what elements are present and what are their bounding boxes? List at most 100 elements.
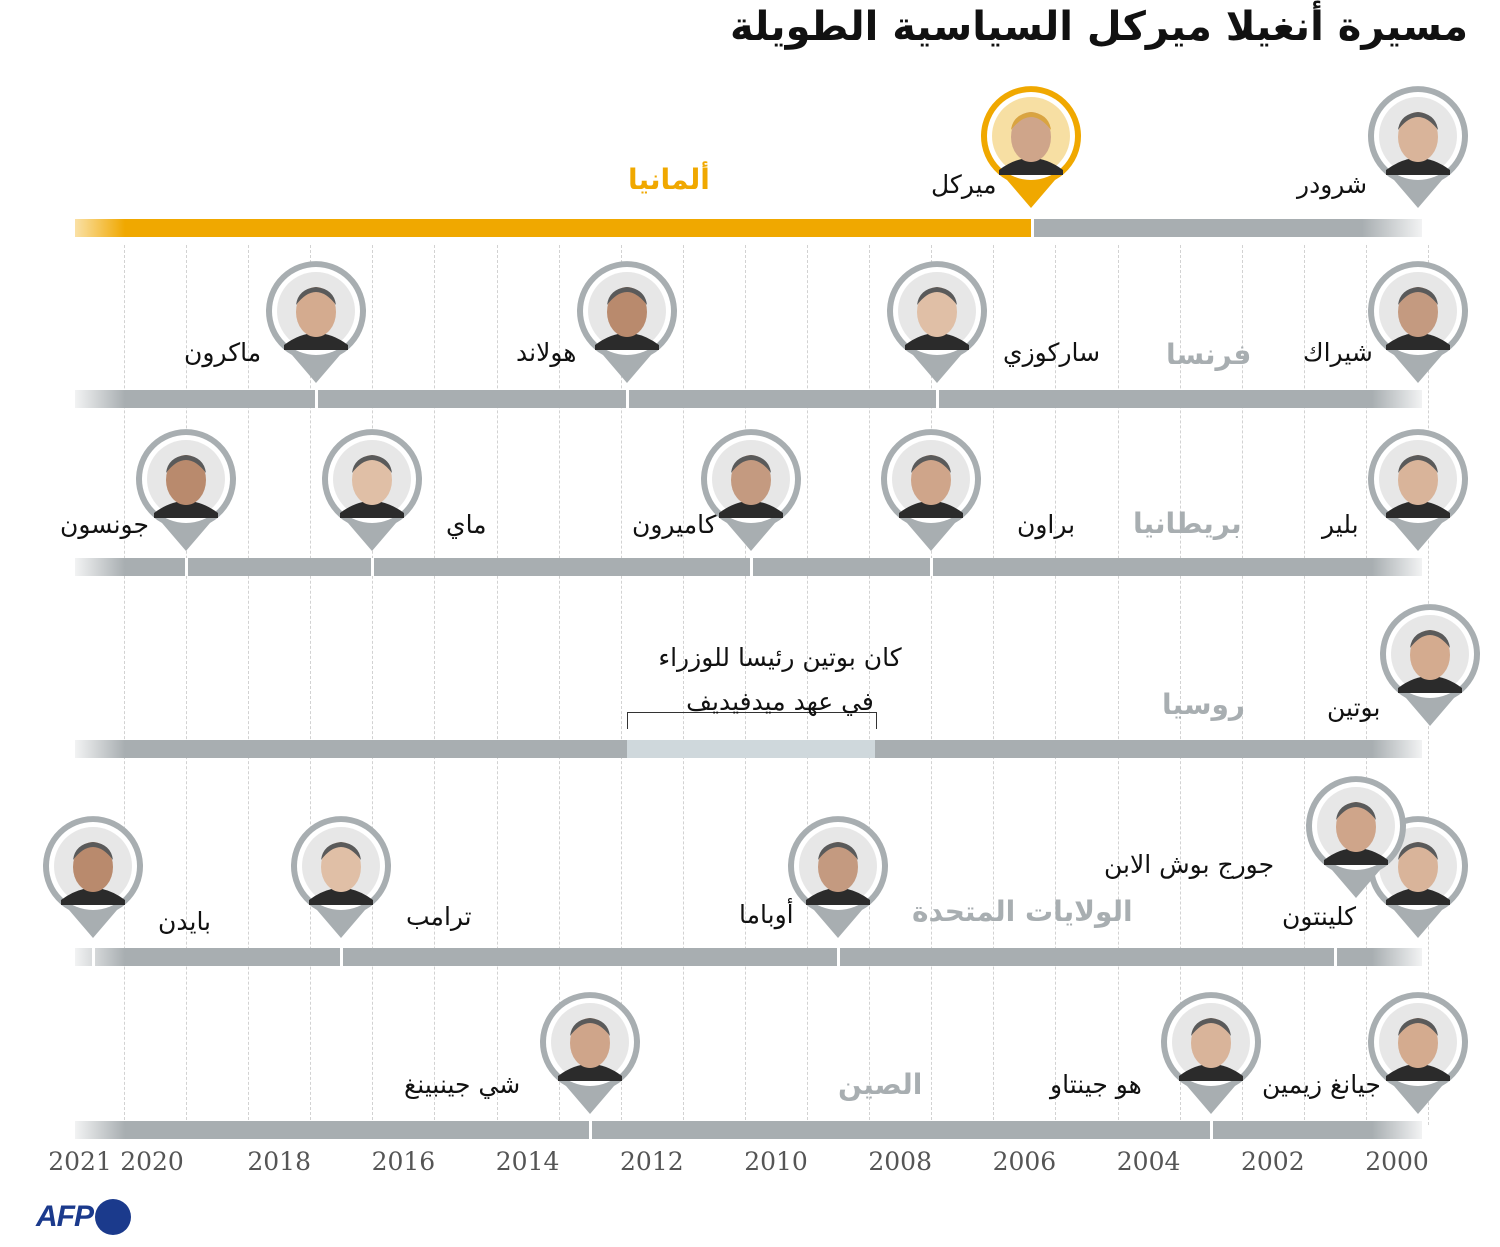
grid-line — [310, 245, 312, 1125]
brown-portrait — [881, 429, 982, 551]
year-label-2010: 2010 — [744, 1147, 808, 1176]
grid-line — [434, 245, 436, 1125]
putin-portrait — [1380, 604, 1480, 726]
year-label-2000: 2000 — [1365, 1147, 1429, 1176]
leader-name-brown: براون — [1017, 510, 1076, 539]
grid-line — [1365, 245, 1367, 1125]
leader-name-trump: ترامب — [406, 902, 472, 931]
term-divider — [837, 948, 841, 966]
sarkozy-portrait — [887, 261, 988, 383]
afp-logo-text: AFP — [36, 1200, 94, 1233]
jiang-portrait-pin — [1364, 988, 1472, 1116]
merkel-portrait-pin — [977, 82, 1085, 210]
leader-name-obama: أوباما — [739, 900, 794, 929]
grid-line — [1179, 245, 1181, 1125]
leader-name-hollande: هولاند — [516, 338, 577, 367]
year-label-2018: 2018 — [247, 1147, 311, 1176]
year-label-2012: 2012 — [619, 1147, 684, 1176]
country-label-france: فرنسا — [1166, 338, 1252, 371]
grid-line — [558, 245, 560, 1125]
country-label-germany: ألمانيا — [628, 163, 710, 196]
year-label-2014: 2014 — [495, 1147, 560, 1176]
macron-portrait — [266, 261, 367, 383]
grid-line — [993, 245, 995, 1125]
merkel-portrait — [980, 86, 1081, 208]
bush-portrait-pin — [1302, 772, 1410, 900]
russia-note: كان بوتين رئيسا للوزراء في عهد ميدفيديف — [640, 636, 920, 724]
leader-name-sarkozy: ساركوزي — [1003, 338, 1101, 367]
term-divider — [936, 390, 940, 408]
country-label-china: الصين — [838, 1068, 923, 1101]
hu-portrait — [1160, 992, 1261, 1114]
term-divider — [930, 558, 934, 576]
grid-line — [1117, 245, 1119, 1125]
chirac-portrait-pin — [1364, 257, 1472, 385]
trump-portrait-pin — [287, 812, 395, 940]
sarkozy-portrait-pin — [883, 257, 991, 385]
country-label-uk: بريطانيا — [1133, 507, 1242, 540]
leader-name-xi: شي جينبينغ — [404, 1070, 521, 1099]
leader-name-schroeder: شرودر — [1297, 170, 1368, 199]
leader-name-clinton: كلينتون — [1282, 902, 1357, 931]
year-label-2021: 2021 — [48, 1147, 112, 1176]
obama-portrait — [788, 816, 889, 938]
grid-line — [248, 245, 250, 1125]
usa-bar — [75, 948, 1422, 966]
grid-line — [1303, 245, 1305, 1125]
grid-line — [682, 245, 684, 1125]
grid-line — [869, 245, 871, 1125]
term-divider — [340, 948, 344, 966]
leader-name-biden: بايدن — [158, 907, 212, 936]
bush-portrait — [1306, 776, 1406, 898]
term-divider — [625, 390, 629, 408]
may-portrait — [322, 429, 423, 551]
year-label-2006: 2006 — [992, 1147, 1057, 1176]
leader-name-johnson: جونسون — [60, 510, 149, 539]
grid-line — [807, 245, 808, 1125]
year-label-2002: 2002 — [1240, 1147, 1305, 1176]
macron-portrait-pin — [262, 257, 370, 385]
country-label-usa: الولايات المتحدة — [912, 895, 1133, 928]
leader-name-jiang: جيانغ زيمين — [1262, 1070, 1381, 1099]
chirac-portrait — [1368, 261, 1468, 383]
china-bar — [75, 1121, 1422, 1139]
grid-line — [1055, 245, 1057, 1125]
cameron-portrait — [701, 429, 802, 551]
year-label-2004: 2004 — [1116, 1147, 1181, 1176]
term-divider — [750, 558, 754, 576]
grid-line — [1241, 245, 1243, 1125]
uk-bar — [75, 558, 1422, 576]
year-label-2008: 2008 — [868, 1147, 932, 1176]
leader-name-blair: بلير — [1322, 510, 1359, 539]
germany-schroeder-bar — [1033, 219, 1422, 237]
xi-portrait-pin — [536, 988, 644, 1116]
johnson-portrait — [136, 429, 237, 551]
year-label-2020: 2020 — [120, 1147, 184, 1176]
term-divider — [91, 948, 95, 966]
grid-line — [123, 245, 125, 1125]
term-divider — [315, 390, 319, 408]
afp-logo-dot — [95, 1199, 131, 1235]
russia-note-line1: كان بوتين رئيسا للوزراء — [658, 643, 902, 672]
term-divider — [185, 558, 189, 576]
blair-portrait — [1368, 429, 1468, 551]
leader-name-putin: بوتين — [1327, 693, 1381, 722]
afp-logo: AFP — [36, 1197, 131, 1237]
hollande-portrait-pin — [573, 257, 681, 385]
russia-note-line2: في عهد ميدفيديف — [686, 687, 874, 716]
grid-line — [496, 245, 498, 1125]
cameron-portrait-pin — [697, 425, 805, 553]
medvedev-bracket — [626, 712, 878, 729]
country-label-russia: روسيا — [1162, 688, 1246, 721]
obama-portrait-pin — [784, 812, 892, 940]
grid-line — [186, 245, 187, 1125]
leader-name-may: ماي — [446, 510, 487, 539]
term-divider — [588, 1121, 592, 1139]
biden-portrait — [42, 816, 143, 938]
year-label-2016: 2016 — [371, 1147, 436, 1176]
may-portrait-pin — [318, 425, 426, 553]
grid-line — [620, 245, 622, 1125]
johnson-portrait-pin — [132, 425, 240, 553]
biden-portrait-pin — [39, 812, 147, 940]
